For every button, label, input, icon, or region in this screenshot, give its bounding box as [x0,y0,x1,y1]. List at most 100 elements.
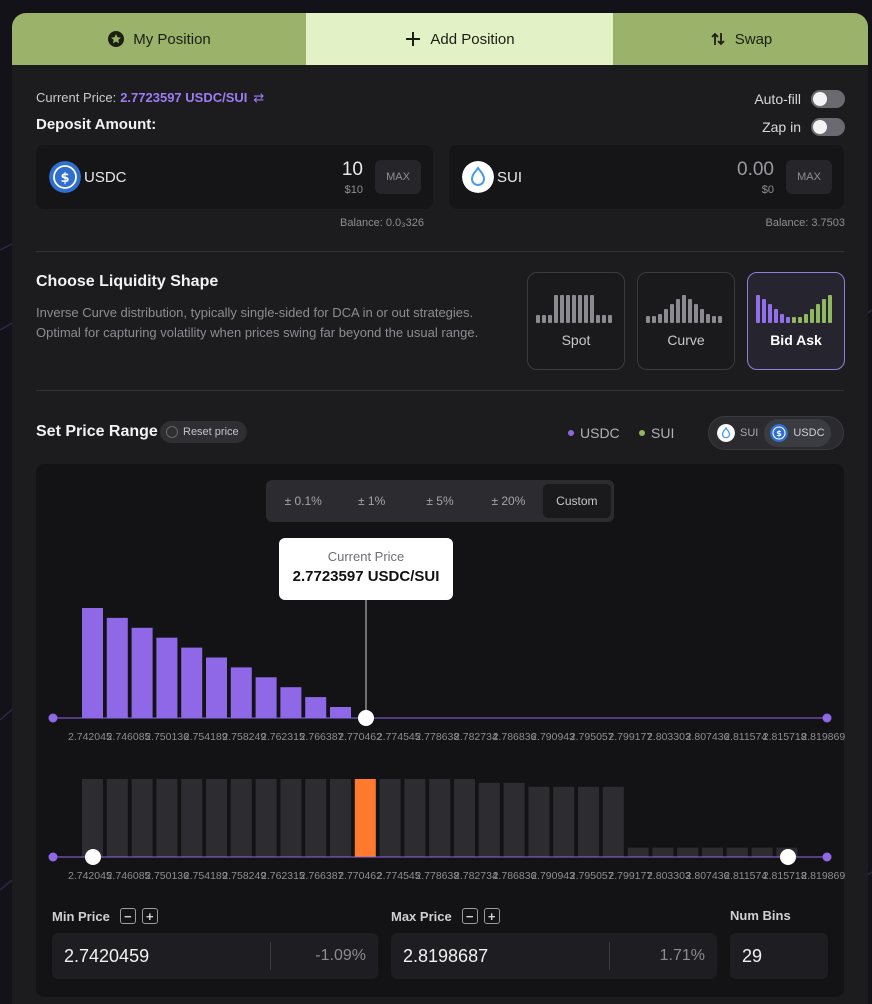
max-price-label: Max Price [391,908,452,924]
usdc-liquidity-bar [181,647,203,718]
tab-label: Swap [734,30,773,48]
min-decrement-icon[interactable]: − [119,908,136,924]
tab-label: My Position [133,30,211,48]
price-tick-label: 2.762315 [261,870,305,882]
sui-balance: Balance: 3.7503 [765,217,845,229]
usdc-liquidity-bar [330,707,351,718]
max-increment-icon[interactable]: + [483,908,500,924]
min-price-field[interactable]: 2.7420459 -1.09% [52,933,378,979]
price-tick-label: 2.754189 [184,870,228,882]
current-price-row: Current Price: 2.7723597 USDC/SUI ⇄ [36,90,264,106]
usdc-liquidity-bar [230,667,252,718]
autofill-label: Auto-fill [754,91,801,107]
num-bins-label-row: Num Bins [730,908,791,923]
price-tick-label: 2.782734 [454,731,498,743]
usdc-amount-input[interactable]: 10 [341,159,363,180]
reset-price-button[interactable]: Reset price [160,421,247,443]
max-price-field[interactable]: 2.8198687 1.71% [391,933,717,979]
usdc-max-button[interactable]: MAX [375,160,421,194]
tab-swap[interactable]: Swap [613,13,868,65]
current-price-label: Current Price: [36,90,117,105]
usdc-usd-value: $10 [344,184,363,196]
tab-my-position[interactable]: My Position [12,13,306,65]
price-tick-label: 2.770462 [338,870,382,882]
price-tick-label: 2.746085 [107,731,151,743]
tab-add-position[interactable]: Add Position [306,13,613,65]
price-tick-label: 2.807436 [686,731,730,743]
axis-end-dot [48,713,58,723]
bin-bar [652,847,674,857]
bin-bar [677,847,699,857]
field-separator [609,942,610,970]
usdc-liquidity-bar [106,617,128,718]
min-increment-icon[interactable]: + [141,908,158,924]
sui-amount-input[interactable]: 0.00 [737,159,774,180]
max-price-handle[interactable] [780,849,796,865]
max-price-percent: 1.71% [659,947,705,964]
shape-option-curve[interactable]: Curve [637,272,735,370]
price-tick-label: 2.786836 [493,731,537,743]
current-price-handle[interactable] [358,710,374,726]
tooltip-title: Current Price [327,549,405,564]
price-tick-label: 2.815718 [763,870,807,882]
curve-shape-icon [646,295,722,323]
min-price-input[interactable]: 2.7420459 [64,946,150,966]
bin-bar [230,779,252,857]
axis-end-dot [48,852,58,862]
min-price-percent: -1.09% [315,947,366,964]
autofill-toggle[interactable] [811,90,845,108]
bin-bar [156,779,178,857]
field-separator [270,942,271,970]
shape-option-bid-ask[interactable]: Bid Ask [747,272,845,370]
price-tick-label: 2.811574 [724,731,767,743]
price-range-title: Set Price Range [36,423,158,440]
shape-option-label: Bid Ask [770,332,822,348]
sui-usd-value: $0 [761,184,774,196]
bin-bar [702,847,723,857]
preset-0-1[interactable]: ± 0.1% [284,494,322,508]
legend-label: SUI [651,425,675,441]
tooltip-value: 2.7723597 USDC/SUI [292,568,440,585]
max-decrement-icon[interactable]: − [461,908,478,924]
svg-text:$: $ [60,171,69,186]
preset-custom[interactable]: Custom [542,484,612,518]
price-tick-label: 2.790943 [531,870,575,882]
bin-bar [503,782,525,857]
bin-bar [627,847,649,857]
bin-bar [255,779,277,857]
bin-bar [82,779,103,857]
pair-label: USDC [793,427,825,439]
min-price-handle[interactable] [85,849,101,865]
price-tick-label: 2.778638 [415,731,459,743]
max-price-input[interactable]: 2.8198687 [403,946,489,966]
sui-input-box[interactable]: SUI 0.00 $0 MAX [449,145,844,209]
bin-bar [478,782,500,857]
price-tick-label: 2.774545 [377,870,421,882]
price-tick-label: 2.803303 [647,870,691,882]
legend-sui: SUI [639,425,674,441]
invert-price-icon[interactable]: ⇄ [253,90,265,105]
price-tick-label: 2.750136 [145,731,189,743]
preset-5[interactable]: ± 5% [426,494,454,508]
shape-option-label: Spot [561,332,591,348]
zapin-label: Zap in [762,119,801,135]
sui-max-button[interactable]: MAX [786,160,832,194]
preset-20[interactable]: ± 20% [491,494,526,508]
price-tick-label: 2.758249 [222,731,266,743]
preset-1[interactable]: ± 1% [357,494,386,508]
zapin-toggle[interactable] [811,118,845,136]
swap-arrows-icon [709,30,727,48]
price-tick-label: 2.807436 [686,870,730,882]
price-tick-label: 2.795057 [570,870,614,882]
bin-bar [602,786,624,857]
pair-option-usdc[interactable]: $ USDC [764,419,831,447]
bin-bar [379,779,401,857]
min-price-label: Min Price [52,908,110,924]
plus-icon [404,30,422,48]
num-bins-field[interactable]: 29 [730,933,828,979]
pair-option-sui[interactable]: SUI [711,419,764,447]
usdc-input-box[interactable]: $ USDC 10 $10 MAX [36,145,433,209]
shape-option-spot[interactable]: Spot [527,272,625,370]
num-bins-input[interactable]: 29 [742,946,763,966]
bin-bar [404,779,426,857]
